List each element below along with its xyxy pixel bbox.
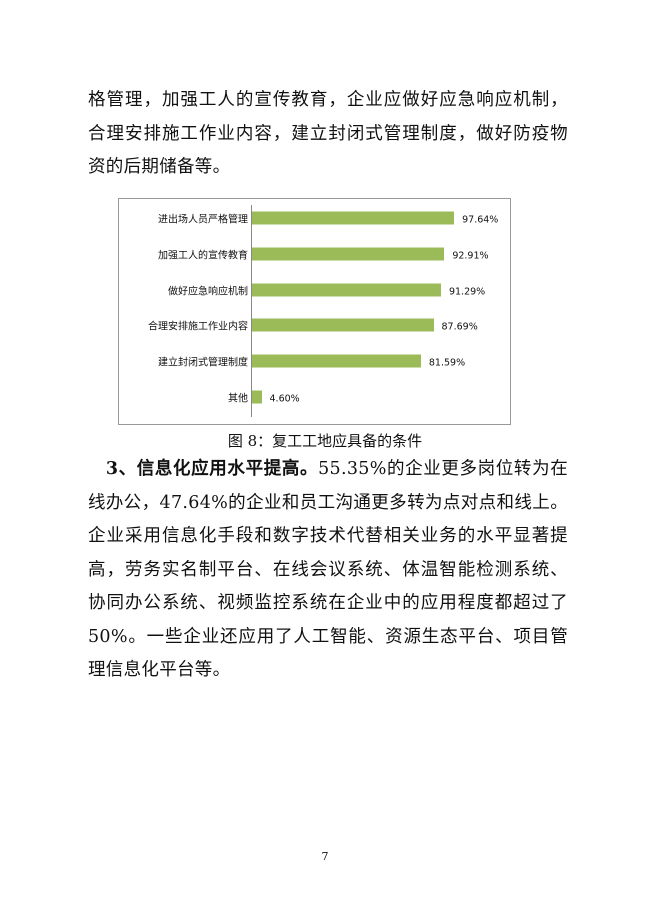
data-label: 91.29% bbox=[448, 286, 486, 298]
category-label: 其他 bbox=[228, 393, 248, 405]
data-label: 92.91% bbox=[452, 250, 489, 262]
bar bbox=[252, 283, 441, 297]
figure-caption: 图 8：复工工地应具备的条件 bbox=[227, 432, 423, 450]
bar-chart: 进出场人员严格管理 97.64% 加强工人的宣传教育 92.91% 做好应急响应机制 91… bbox=[118, 198, 511, 425]
category-label: 建立封闭式管理制度 bbox=[158, 357, 248, 369]
page-number: 7 bbox=[321, 850, 329, 863]
category-label: 进出场人员严格管理 bbox=[158, 214, 248, 226]
bar bbox=[252, 354, 421, 368]
data-label: 87.69% bbox=[441, 321, 478, 333]
paragraph-1: 格管理，加强工人的宣传教育，企业应做好应急响应机制，合理安排施工作业内容，建立封… bbox=[88, 90, 568, 177]
y-axis-line bbox=[251, 205, 252, 417]
bar bbox=[252, 247, 445, 261]
category-label: 合理安排施工作业内容 bbox=[148, 321, 248, 333]
category-label: 做好应急响应机制 bbox=[168, 286, 248, 298]
data-label: 4.60% bbox=[269, 393, 300, 405]
bar bbox=[252, 318, 434, 332]
section-heading: 3、信息化应用水平提高。 bbox=[105, 459, 319, 479]
data-label: 97.64% bbox=[462, 214, 499, 226]
paragraph-2: 3、信息化应用水平提高。55.35%的企业更多岗位转为在线办公，47.64%的企… bbox=[88, 453, 568, 688]
bar bbox=[252, 211, 455, 225]
bar bbox=[252, 390, 262, 404]
data-label: 81.59% bbox=[428, 357, 466, 369]
category-label: 加强工人的宣传教育 bbox=[158, 250, 248, 262]
paragraph-2-body: 55.35%的企业更多岗位转为在线办公，47.64%的企业和员工沟通更多转为点对… bbox=[88, 459, 569, 680]
